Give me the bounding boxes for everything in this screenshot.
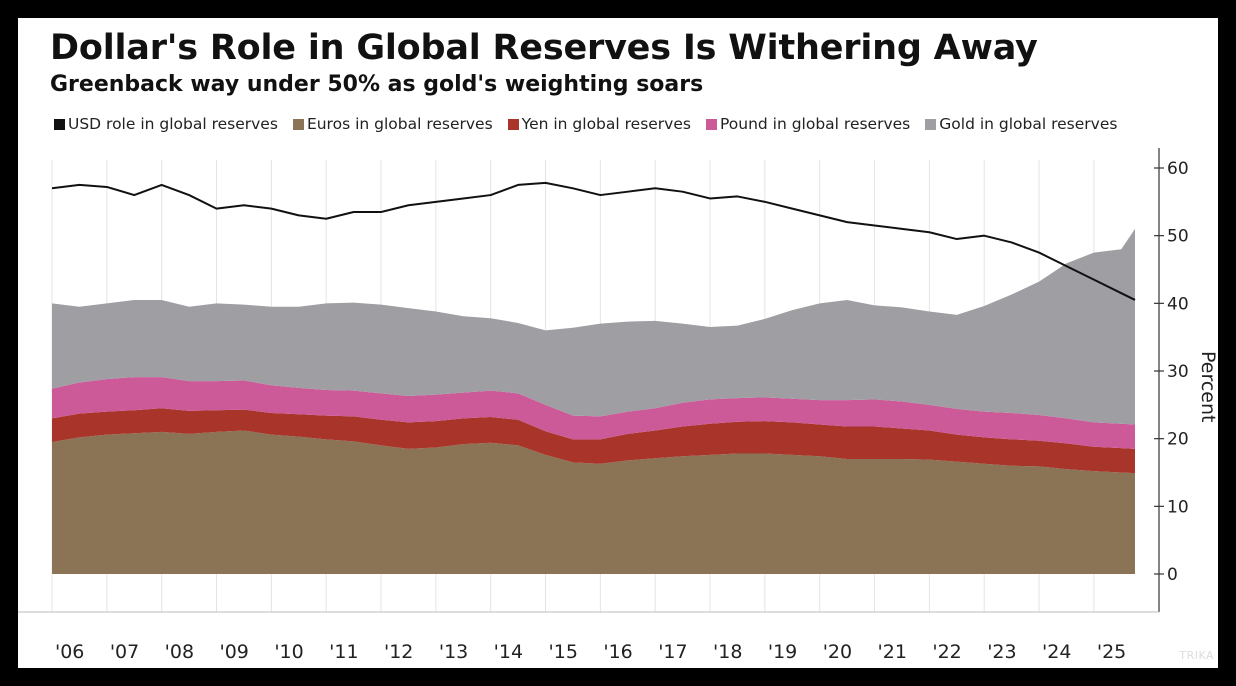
x-tick-label-24: '24 <box>1042 641 1071 663</box>
chart-plot: 0 10 20 30 40 50 60 Percent '06 '07 '08 '09 '10 '11 '1… <box>18 148 1218 663</box>
y-axis-label: Percent <box>1197 351 1218 423</box>
legend-swatch-usd <box>54 118 65 130</box>
x-tick-label-25: '25 <box>1097 641 1126 663</box>
legend-swatch-yen <box>507 118 519 130</box>
chart-title: Dollar's Role in Global Reserves Is With… <box>50 28 1038 68</box>
legend-swatch-pound <box>705 118 717 130</box>
watermark: TRIKA <box>1179 649 1214 662</box>
legend-item-usd: USD role in global reserves <box>54 115 278 133</box>
area-yen <box>52 408 1135 474</box>
x-tick-label-21: '21 <box>878 641 907 663</box>
x-tick-label-14: '14 <box>494 641 523 663</box>
x-tick-label-19: '19 <box>768 641 797 663</box>
x-tick-label-09: '09 <box>220 641 249 663</box>
area-gold <box>52 228 1135 425</box>
x-tick-label-16: '16 <box>603 641 632 663</box>
legend-swatch-euros <box>292 118 304 130</box>
x-tick-label-23: '23 <box>987 641 1016 663</box>
x-tick-label-18: '18 <box>713 641 742 663</box>
legend-label-gold: Gold in global reserves <box>939 115 1118 133</box>
series-line-usd <box>51 181 1136 301</box>
y-tick-label-30: 30 <box>1167 362 1189 382</box>
legend-item-euros: Euros in global reserves <box>292 115 493 133</box>
x-tick-label-12: '12 <box>384 641 413 663</box>
x-tick-label-06: '06 <box>55 641 84 663</box>
x-tick-label-07: '07 <box>110 641 139 663</box>
x-tick-label-10: '10 <box>274 641 303 663</box>
x-tick-label-11: '11 <box>329 641 358 663</box>
y-tick-label-50: 50 <box>1167 227 1189 247</box>
y-tick-label-20: 20 <box>1167 430 1189 450</box>
chart-frame: Dollar's Role in Global Reserves Is With… <box>18 18 1218 668</box>
x-tick-label-17: '17 <box>658 641 687 663</box>
legend-label-euros: Euros in global reserves <box>306 115 493 133</box>
x-tick-label-08: '08 <box>165 641 194 663</box>
legend-label-usd: USD role in global reserves <box>68 115 278 133</box>
y-tick-label-0: 0 <box>1167 565 1178 585</box>
x-tick-label-15: '15 <box>549 641 578 663</box>
legend-item-yen: Yen in global reserves <box>507 115 691 133</box>
y-tick-label-60: 60 <box>1167 159 1189 179</box>
chart-subtitle: Greenback way under 50% as gold's weight… <box>50 72 704 97</box>
legend: USD role in global reserves Euros in glo… <box>54 115 1117 133</box>
x-tick-label-20: '20 <box>823 641 852 663</box>
y-tick-label-40: 40 <box>1167 294 1189 314</box>
legend-label-pound: Pound in global reserves <box>719 115 911 133</box>
x-tick-label-13: '13 <box>439 641 468 663</box>
legend-label-yen: Yen in global reserves <box>521 115 691 133</box>
y-tick-label-10: 10 <box>1167 497 1189 517</box>
legend-swatch-gold <box>925 118 937 130</box>
legend-item-pound: Pound in global reserves <box>705 115 911 133</box>
area-euros <box>52 430 1135 574</box>
area-pound <box>52 377 1135 449</box>
x-tick-label-22: '22 <box>932 641 961 663</box>
legend-item-gold: Gold in global reserves <box>925 115 1117 133</box>
